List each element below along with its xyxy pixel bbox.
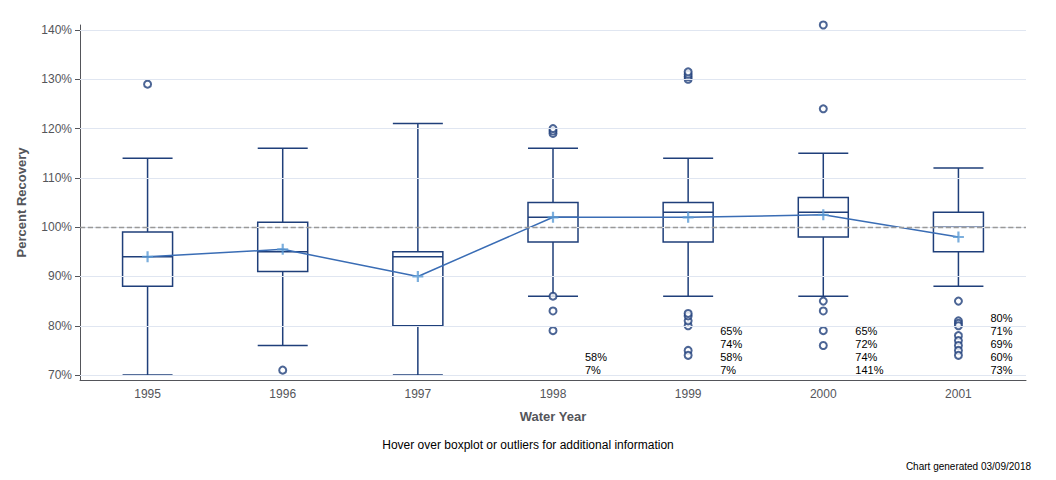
svg-text:140%: 140% — [41, 23, 72, 37]
svg-text:58%: 58% — [585, 351, 607, 363]
svg-text:74%: 74% — [855, 351, 877, 363]
svg-text:120%: 120% — [41, 122, 72, 136]
svg-text:130%: 130% — [41, 72, 72, 86]
svg-text:60%: 60% — [990, 351, 1012, 363]
svg-text:Percent Recovery: Percent Recovery — [14, 147, 29, 258]
svg-text:70%: 70% — [48, 368, 72, 382]
svg-text:1998: 1998 — [540, 387, 567, 401]
svg-text:7%: 7% — [720, 364, 736, 376]
svg-text:1996: 1996 — [269, 387, 296, 401]
svg-text:65%: 65% — [720, 324, 743, 337]
svg-text:65%: 65% — [855, 324, 878, 337]
svg-text:110%: 110% — [42, 171, 72, 185]
svg-text:Hover over boxplot or outliers: Hover over boxplot or outliers for addit… — [382, 438, 673, 452]
svg-text:80%: 80% — [48, 319, 72, 333]
svg-text:100%: 100% — [41, 220, 72, 234]
svg-text:73%: 73% — [990, 364, 1012, 376]
svg-text:Chart generated 03/09/2018: Chart generated 03/09/2018 — [906, 461, 1032, 472]
svg-text:1995: 1995 — [134, 387, 161, 401]
svg-text:1999: 1999 — [675, 387, 702, 401]
svg-text:2001: 2001 — [945, 387, 972, 401]
svg-text:58%: 58% — [720, 351, 742, 363]
svg-text:74%: 74% — [720, 338, 742, 350]
svg-text:7%: 7% — [585, 364, 601, 376]
svg-text:80%: 80% — [990, 312, 1012, 324]
svg-text:Water Year: Water Year — [520, 409, 587, 424]
svg-text:1997: 1997 — [405, 387, 432, 401]
svg-text:72%: 72% — [855, 338, 877, 350]
svg-text:90%: 90% — [48, 269, 72, 283]
svg-text:71%: 71% — [990, 324, 1013, 337]
svg-text:69%: 69% — [990, 338, 1012, 350]
svg-text:141%: 141% — [855, 364, 883, 376]
svg-text:2000: 2000 — [810, 387, 837, 401]
